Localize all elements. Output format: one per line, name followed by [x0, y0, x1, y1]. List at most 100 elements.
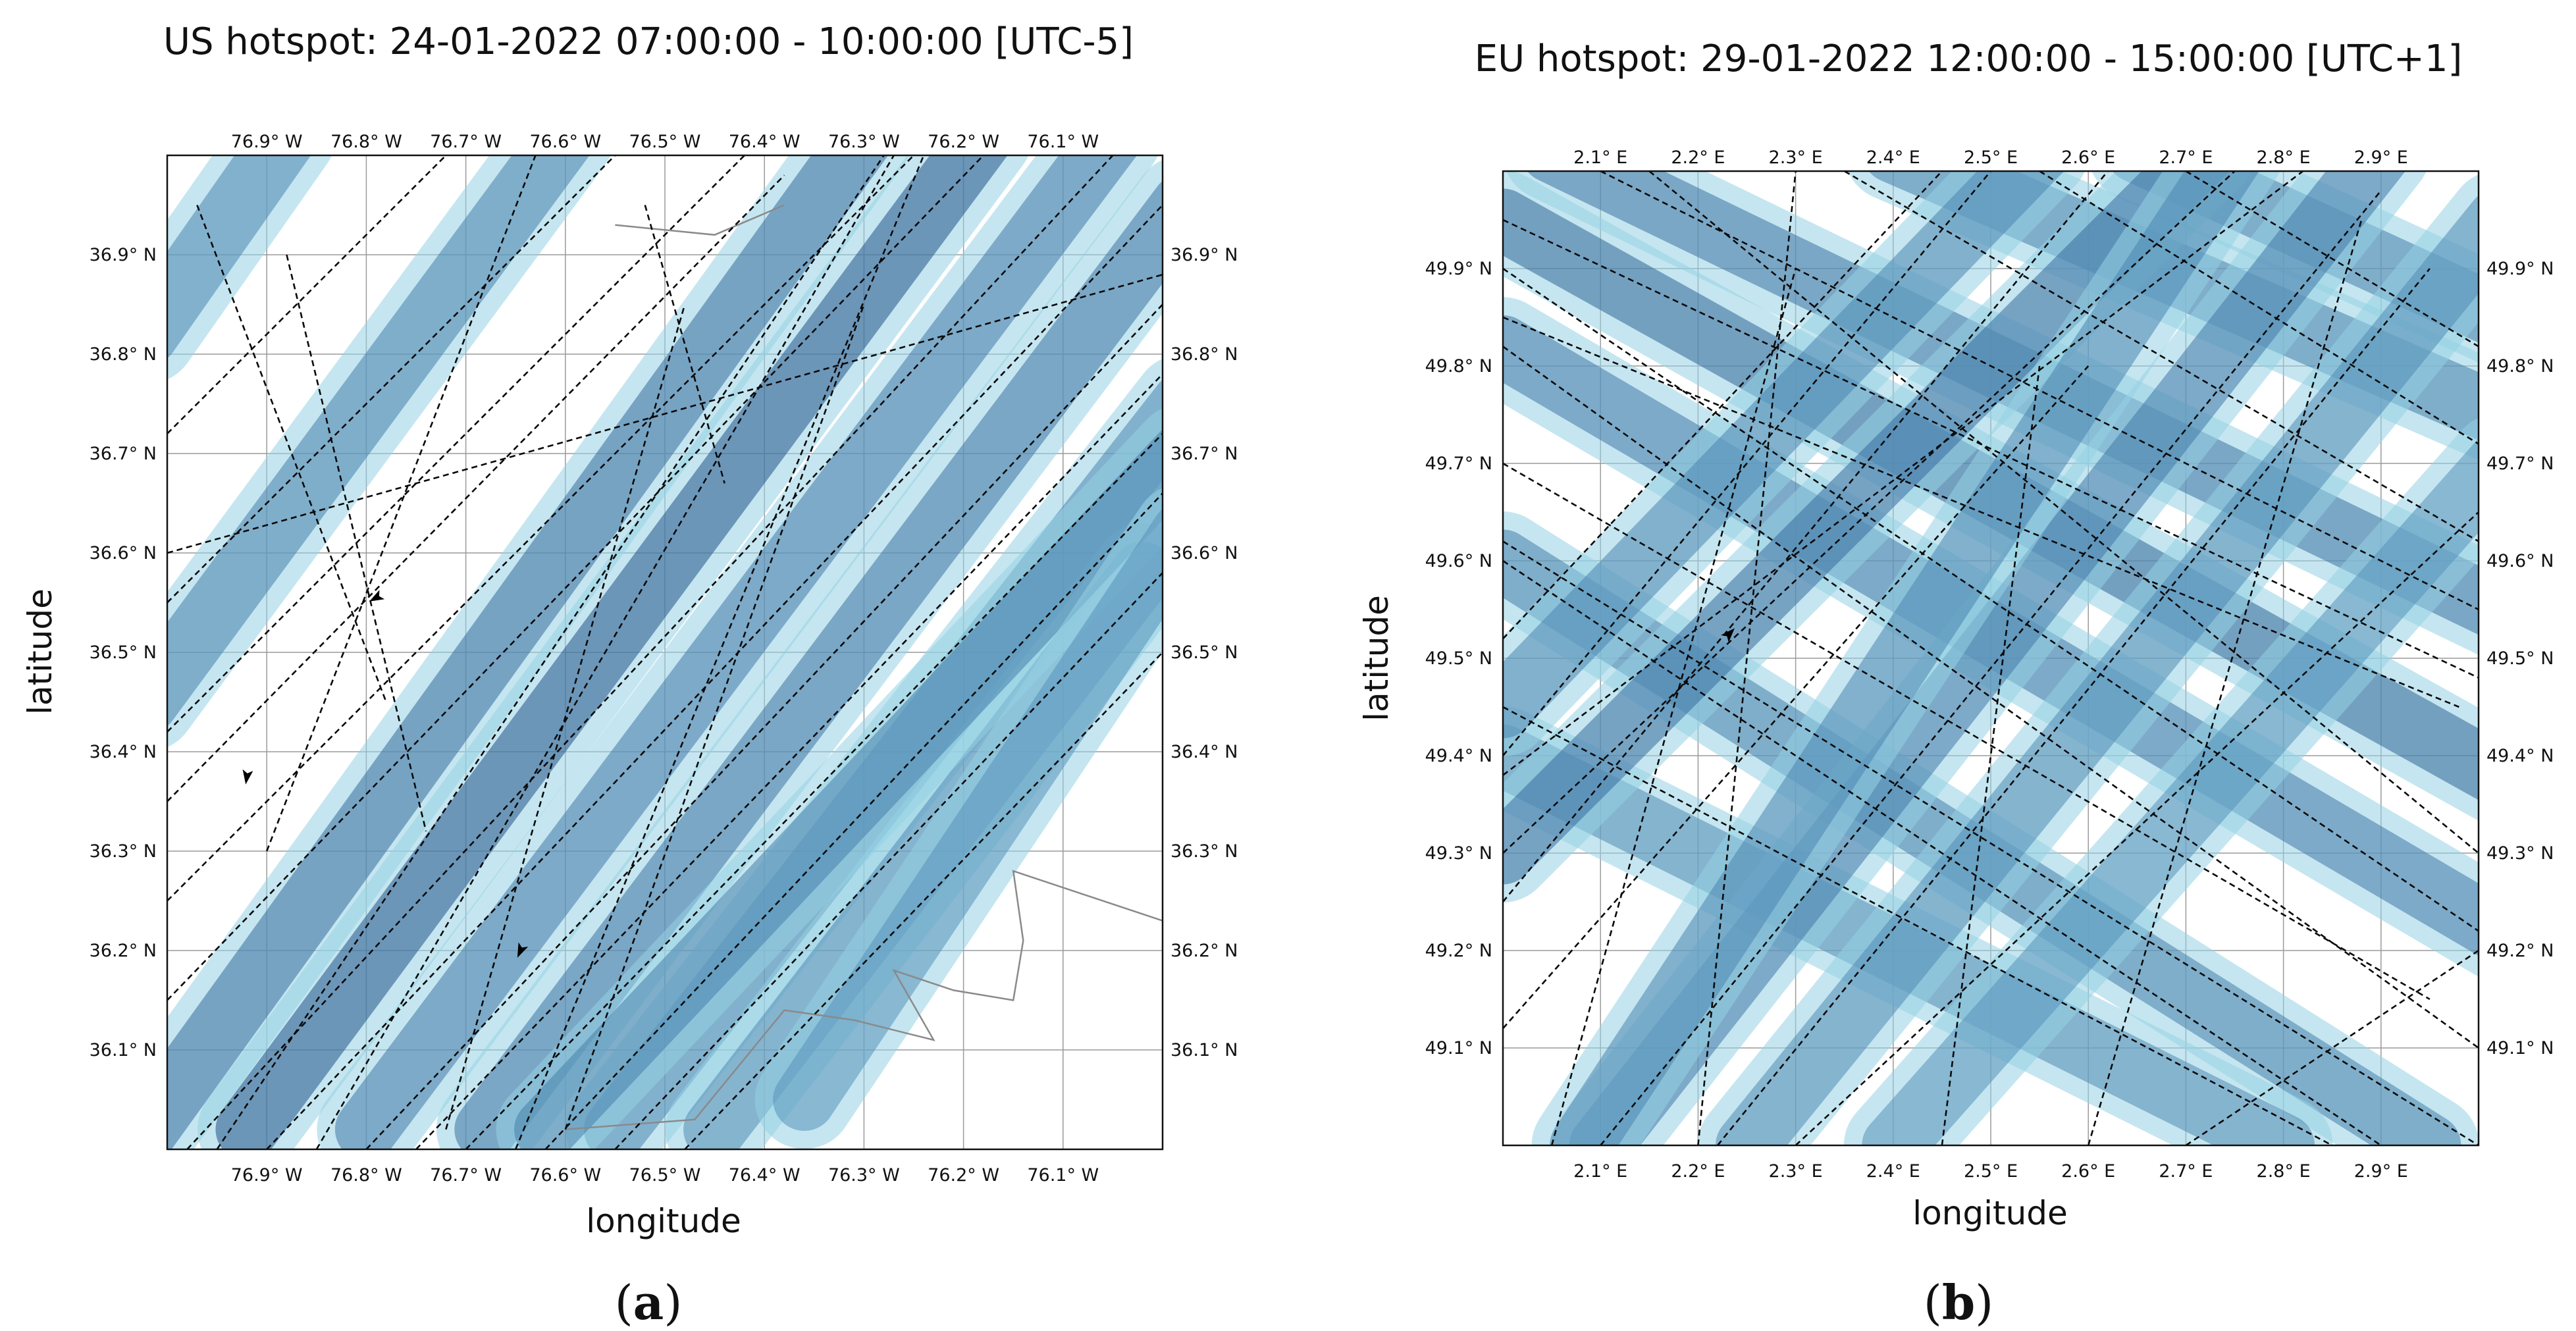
flight-track: [644, 205, 725, 484]
density-band: [167, 155, 590, 726]
panel-a-direction-arrows: [242, 590, 529, 958]
flight-track: [1697, 171, 1797, 1145]
density-band: [1503, 171, 2064, 739]
x-tick-label-top: 76.7° W: [430, 132, 502, 152]
density-band: [167, 155, 311, 358]
x-tick-label-bottom: 76.5° W: [629, 1165, 701, 1186]
direction-arrow: [369, 590, 385, 602]
density-band: [773, 509, 1163, 1131]
flight-track: [167, 155, 745, 733]
panel-a: US hotspot: 24-01-2022 07:00:00 - 10:00:…: [21, 20, 1238, 1330]
y-tick-label-left: 36.3° N: [90, 841, 157, 862]
flight-track: [684, 652, 1163, 1149]
x-tick-label-bottom: 2.2° E: [1671, 1161, 1725, 1182]
y-tick-label-left: 49.7° N: [1425, 454, 1492, 474]
flight-track: [465, 432, 1163, 1149]
panel-b-caption-letter: b: [1942, 1274, 1975, 1330]
x-tick-label-bottom: 76.2° W: [928, 1165, 999, 1186]
flight-track: [2039, 171, 2479, 445]
flight-track: [1503, 540, 2479, 1145]
flight-track: [1503, 171, 1991, 756]
density-band: [514, 429, 1163, 1149]
flight-track: [1503, 346, 2479, 1049]
panel-b-ylabel: latitude: [1357, 595, 1396, 721]
flight-track: [1844, 171, 2479, 542]
y-tick-label-left: 36.5° N: [90, 642, 157, 663]
x-tick-label-top: 76.4° W: [729, 132, 801, 152]
direction-arrow: [242, 769, 253, 785]
flight-track: [1550, 268, 1797, 1145]
y-tick-label-right: 36.8° N: [1170, 344, 1238, 365]
panel-a-caption-letter: a: [633, 1274, 664, 1330]
flight-track: [1600, 190, 2382, 1145]
flight-track: [614, 572, 1163, 1149]
y-tick-label-right: 49.4° N: [2486, 746, 2554, 766]
y-tick-label-left: 49.1° N: [1425, 1038, 1492, 1058]
flight-track: [2185, 171, 2479, 348]
y-tick-label-right: 49.2° N: [2486, 941, 2554, 961]
y-tick-label-left: 49.2° N: [1425, 941, 1492, 961]
flight-track: [1600, 171, 2479, 611]
x-tick-label-top: 76.1° W: [1027, 132, 1099, 152]
direction-arrow: [517, 942, 529, 958]
x-tick-label-top: 2.6° E: [2061, 147, 2115, 168]
y-tick-label-left: 36.4° N: [90, 742, 157, 762]
panel-a-title: US hotspot: 24-01-2022 07:00:00 - 10:00:…: [163, 20, 1134, 63]
flight-track: [1503, 560, 2382, 1145]
x-tick-label-top: 76.8° W: [330, 132, 402, 152]
density-band: [1503, 171, 2230, 885]
x-tick-label-top: 2.4° E: [1866, 147, 1920, 168]
y-tick-label-right: 49.1° N: [2486, 1038, 2554, 1058]
y-tick-label-left: 49.4° N: [1425, 746, 1492, 766]
y-tick-label-left: 36.6° N: [90, 543, 157, 563]
y-tick-label-right: 49.6° N: [2486, 551, 2554, 571]
panel-b-title: EU hotspot: 29-01-2022 12:00:00 - 15:00:…: [1475, 38, 2463, 80]
flight-track: [564, 304, 865, 1130]
panel-b-xlabel: longitude: [1912, 1194, 2068, 1232]
x-tick-label-bottom: 76.7° W: [430, 1165, 502, 1186]
y-tick-label-right: 49.5° N: [2486, 648, 2554, 669]
panel-b-direction-arrows: [1721, 628, 1735, 642]
flight-track: [167, 155, 914, 902]
x-tick-label-top: 2.9° E: [2354, 147, 2408, 168]
x-tick-label-bottom: 2.6° E: [2061, 1161, 2115, 1182]
panel-b-map-frame: [1502, 170, 2480, 1147]
x-tick-label-top: 2.1° E: [1573, 147, 1627, 168]
y-tick-label-right: 36.5° N: [1170, 642, 1238, 663]
x-tick-label-top: 2.3° E: [1769, 147, 1823, 168]
x-tick-label-top: 76.9° W: [231, 132, 303, 152]
y-tick-label-left: 49.3° N: [1425, 843, 1492, 864]
flight-track: [514, 155, 925, 1149]
x-tick-label-bottom: 2.3° E: [1769, 1161, 1823, 1182]
flight-track: [365, 303, 1163, 1149]
flight-track: [2087, 219, 2363, 1145]
y-tick-label-right: 36.1° N: [1170, 1040, 1238, 1060]
flight-track: [1795, 511, 2479, 1145]
y-tick-label-left: 36.1° N: [90, 1040, 157, 1060]
x-tick-label-bottom: 2.4° E: [1866, 1161, 1920, 1182]
panel-a-coastline: [565, 204, 1163, 1131]
panel-b-caption: (b): [1924, 1274, 1994, 1330]
x-tick-label-top: 2.2° E: [1671, 147, 1725, 168]
density-band: [1716, 196, 2479, 1145]
y-tick-label-right: 49.3° N: [2486, 843, 2554, 864]
density-band: [1550, 171, 2259, 1145]
flight-track: [544, 492, 1163, 1149]
panel-b: EU hotspot: 29-01-2022 12:00:00 - 15:00:…: [1357, 38, 2554, 1330]
density-band: [454, 181, 1163, 1149]
coastline-path: [615, 204, 785, 236]
flight-track: [1503, 706, 2333, 1145]
y-tick-label-right: 36.2° N: [1170, 941, 1238, 961]
density-band: [334, 155, 1138, 1149]
y-tick-label-right: 36.9° N: [1170, 245, 1238, 265]
density-band: [215, 155, 1008, 1149]
y-tick-label-left: 49.8° N: [1425, 356, 1492, 377]
flight-track: [265, 155, 537, 852]
flight-track: [1503, 267, 2479, 932]
flight-track: [1503, 171, 2304, 776]
flight-track: [1941, 365, 2041, 1145]
flight-track: [167, 155, 616, 604]
x-tick-label-bottom: 2.8° E: [2257, 1161, 2311, 1182]
flight-track: [315, 155, 895, 1149]
flight-track: [415, 373, 1163, 1149]
